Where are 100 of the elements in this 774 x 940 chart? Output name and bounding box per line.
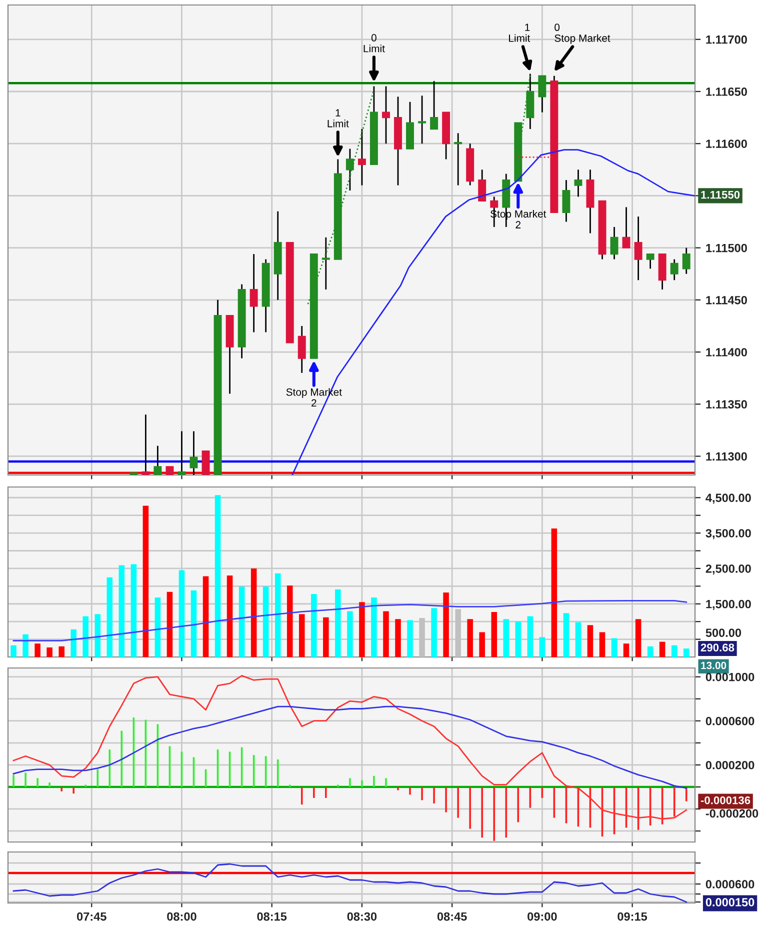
bar bbox=[347, 611, 353, 657]
y-tick-label: 1.11300 bbox=[706, 452, 747, 461]
candlestick bbox=[190, 430, 198, 475]
y-tick-label: 1.11350 bbox=[706, 400, 747, 409]
bar bbox=[563, 613, 570, 657]
bar bbox=[575, 622, 582, 657]
candlestick bbox=[250, 253, 258, 333]
bar bbox=[479, 632, 485, 657]
bar bbox=[82, 616, 88, 657]
y-tick-label: -0.000200 bbox=[706, 809, 758, 818]
y-tick-label: 1.11400 bbox=[706, 348, 747, 356]
x-tick-label: 08:30 bbox=[347, 912, 377, 921]
y-tick-label: 2,500.00 bbox=[706, 564, 751, 575]
y-tick-label: 1.11600 bbox=[706, 140, 747, 148]
bar bbox=[611, 638, 618, 657]
bar bbox=[178, 570, 185, 657]
y-tick-label: 1.11500 bbox=[706, 244, 747, 252]
candlestick bbox=[202, 450, 210, 475]
annotation: 0 Limit bbox=[364, 34, 385, 52]
candlestick bbox=[430, 80, 438, 130]
candlestick bbox=[382, 86, 390, 144]
bar bbox=[202, 576, 209, 657]
x-tick-label: 08:00 bbox=[167, 912, 196, 921]
bar bbox=[214, 495, 221, 657]
bar bbox=[22, 634, 28, 657]
bar bbox=[527, 616, 534, 657]
bar bbox=[250, 568, 257, 657]
y-tick-label: 4,500.00 bbox=[706, 494, 751, 504]
bar bbox=[371, 598, 377, 657]
bar bbox=[551, 528, 558, 657]
text: 290.68 bbox=[700, 644, 734, 652]
bar bbox=[262, 586, 269, 657]
y-tick-label: 0.000600 bbox=[706, 880, 754, 888]
x-tick-label: 08:15 bbox=[257, 912, 287, 921]
candlestick bbox=[538, 75, 546, 114]
bar bbox=[238, 586, 245, 657]
bar bbox=[359, 602, 365, 657]
x-tick-label: 07:45 bbox=[76, 912, 106, 921]
bar bbox=[647, 646, 654, 657]
bar bbox=[286, 585, 293, 657]
bar bbox=[407, 620, 413, 657]
bar bbox=[142, 506, 149, 657]
bar bbox=[298, 614, 305, 657]
bar bbox=[323, 617, 329, 657]
candlestick bbox=[574, 168, 582, 198]
bar bbox=[635, 619, 642, 657]
candlestick bbox=[454, 132, 462, 186]
y-tick-label: 1,500.00 bbox=[706, 600, 751, 610]
bar bbox=[383, 611, 389, 657]
candlestick bbox=[670, 258, 678, 281]
y-tick-label: 0.000200 bbox=[706, 760, 754, 770]
bar bbox=[623, 644, 630, 657]
bar bbox=[311, 594, 317, 657]
bar bbox=[190, 590, 197, 657]
bar bbox=[683, 648, 690, 657]
candlestick bbox=[298, 325, 306, 374]
x-tick-label: 09:15 bbox=[618, 912, 648, 921]
bar bbox=[503, 619, 510, 657]
y-tick-label: 1.11450 bbox=[706, 296, 747, 304]
bar bbox=[539, 637, 546, 657]
line-series bbox=[12, 863, 688, 903]
bar bbox=[226, 576, 233, 657]
text: 13.00 bbox=[701, 662, 726, 670]
bar bbox=[395, 619, 401, 657]
y-tick-label: 1.11700 bbox=[706, 35, 747, 44]
x-tick-label: 09:00 bbox=[528, 912, 557, 921]
y-tick-label: 0.000600 bbox=[706, 716, 754, 726]
bar bbox=[274, 573, 281, 657]
y-tick-label: 0.000150 bbox=[706, 898, 754, 906]
bar bbox=[671, 645, 678, 657]
bar bbox=[166, 592, 173, 657]
bar bbox=[599, 632, 606, 657]
bar bbox=[491, 612, 498, 657]
y-tick-label: 1.11650 bbox=[706, 88, 747, 96]
bar bbox=[70, 629, 76, 657]
data-label: 1.11550 bbox=[701, 190, 740, 199]
annotation: 1 Limit bbox=[509, 24, 530, 42]
bar bbox=[10, 645, 16, 657]
candlestick bbox=[622, 206, 630, 249]
bar bbox=[130, 564, 137, 657]
x-tick-label: 08:45 bbox=[437, 912, 467, 921]
bar bbox=[431, 608, 437, 657]
bar bbox=[46, 647, 52, 657]
bar bbox=[154, 598, 161, 657]
candlestick bbox=[478, 168, 486, 202]
bar bbox=[659, 642, 666, 657]
bar bbox=[335, 589, 341, 657]
candlestick bbox=[418, 94, 426, 144]
bar bbox=[106, 577, 113, 657]
candlestick bbox=[322, 236, 330, 290]
bar bbox=[443, 592, 449, 657]
y-tick-label: 500.00 bbox=[706, 628, 742, 637]
bar bbox=[515, 622, 522, 657]
candlestick bbox=[634, 216, 642, 281]
candlestick bbox=[346, 148, 354, 192]
candlestick bbox=[646, 253, 654, 270]
candlestick bbox=[142, 414, 150, 475]
y-tick-label: 0.001000 bbox=[706, 672, 754, 682]
bar bbox=[58, 646, 64, 657]
text: -0.000136 bbox=[700, 796, 750, 804]
